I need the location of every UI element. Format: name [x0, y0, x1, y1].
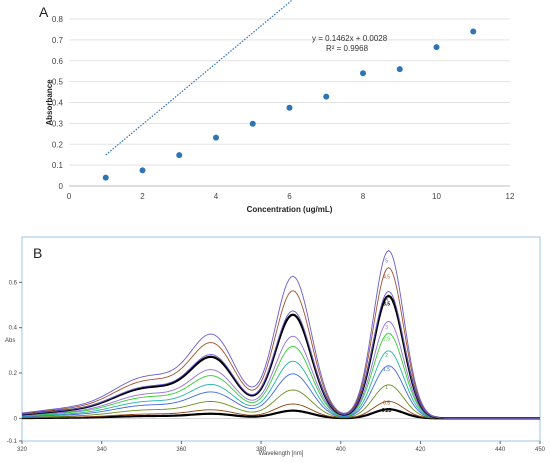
x-tick-label: 8 [361, 192, 366, 201]
concentration-label: 3 [385, 325, 388, 331]
data-point [470, 28, 477, 35]
concentration-label: 3.5 [383, 301, 390, 307]
spectrum-line [21, 384, 540, 419]
concentration-label: 2.5 [383, 336, 390, 342]
x-tick-label: 380 [256, 447, 267, 453]
y-tick-label: 0.6 [9, 280, 18, 286]
y-tick-label: 0.2 [9, 371, 18, 377]
y-tick-label: -0.1 [7, 439, 18, 445]
data-point [102, 174, 109, 181]
spectra-chart: -0.1 0 0.2 0.4 0.6 320 340 360 380 400 420 440 450 Ab… [5, 236, 546, 457]
x-tick-label: 450 [535, 447, 546, 453]
y-tick-label: 0.4 [9, 326, 18, 332]
data-point [433, 44, 440, 51]
y-axis-label: Abs [5, 338, 15, 344]
concentration-label: 1.5 [383, 367, 390, 373]
y-tick-label: 0.2 [52, 140, 64, 149]
x-tick-label: 0 [67, 192, 72, 201]
panel-b-letter: B [33, 245, 42, 261]
y-tick-label: 0 [14, 416, 18, 422]
data-point [396, 66, 403, 73]
trendline-equation: y = 0.1462x + 0.0028 [312, 34, 388, 43]
data-point [213, 134, 219, 141]
spectrum-line [21, 250, 540, 419]
x-tick-label: 400 [336, 447, 347, 453]
concentration-label: 0.5 [383, 400, 390, 406]
concentration-label: 0.25 [382, 408, 392, 414]
y-tick-label: 0.3 [52, 119, 64, 128]
concentration-label: 1 [385, 385, 388, 391]
concentration-label: 4 [385, 297, 388, 303]
y-tick-label: 0.8 [52, 15, 64, 24]
calibration-chart: 0 0.1 0.2 0.3 0.4 0.5 0.6 0.7 0.8 0 2 4 6 8 10 12 Concen… [45, 0, 515, 214]
y-tick-label: 0.1 [52, 161, 64, 170]
data-point [286, 104, 293, 111]
plot-frame [21, 236, 541, 442]
x-tick-label: 420 [415, 447, 426, 453]
concentration-label: 4.5 [383, 275, 390, 281]
x-tick-label: 4 [214, 192, 219, 201]
data-point [360, 70, 366, 77]
data-point [323, 93, 330, 100]
data-point [139, 167, 146, 174]
x-tick-label: 440 [495, 447, 506, 453]
x-tick-label: 10 [432, 192, 441, 201]
y-tick-label: 0 [59, 182, 64, 191]
concentration-label: 5 [385, 259, 388, 265]
x-tick-label: 360 [176, 447, 187, 453]
y-tick-label: 0.6 [52, 57, 64, 66]
x-axis-label: Concentration (ug/mL) [247, 205, 333, 214]
x-tick-label: 340 [97, 447, 108, 453]
x-tick-label: 320 [17, 447, 28, 453]
r-squared-label: R² = 0.9968 [326, 44, 369, 53]
y-tick-label: 0.4 [52, 99, 64, 108]
y-axis-label: Absorbance [45, 79, 54, 126]
x-tick-label: 6 [287, 192, 292, 201]
data-point [249, 120, 256, 127]
y-tick-label: 0.5 [52, 78, 64, 87]
concentration-label: 2 [385, 353, 388, 359]
x-tick-label: 12 [506, 192, 515, 201]
panel-a-letter: A [39, 4, 49, 20]
y-tick-label: 0.7 [52, 36, 64, 45]
spectrum-line [21, 332, 540, 419]
x-tick-label: 2 [140, 192, 145, 201]
trendline [105, 0, 294, 156]
data-point [176, 152, 183, 159]
x-axis-label: Wavelength [nm] [259, 451, 304, 457]
